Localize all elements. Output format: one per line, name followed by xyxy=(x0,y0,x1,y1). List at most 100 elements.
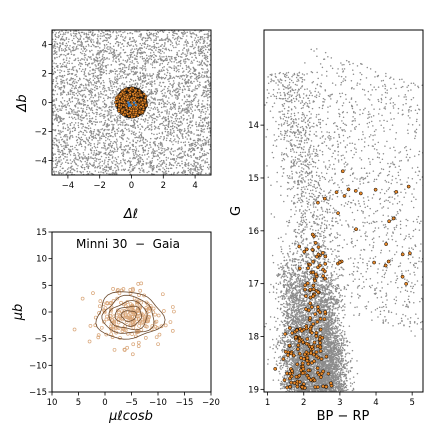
field-star xyxy=(89,148,92,150)
field-star xyxy=(208,113,211,115)
field-star xyxy=(190,145,193,147)
field-star xyxy=(130,119,133,121)
field-star xyxy=(185,159,188,161)
field-star xyxy=(83,168,86,171)
field-star xyxy=(204,162,206,164)
field-star xyxy=(117,55,120,57)
field-star xyxy=(91,157,94,159)
field-star xyxy=(149,141,151,144)
field-star xyxy=(107,48,109,51)
field-star xyxy=(60,53,63,56)
x-tick-label: 0 xyxy=(102,398,107,408)
field-star xyxy=(195,40,198,43)
field-star xyxy=(124,168,126,171)
field-star xyxy=(74,122,77,124)
field-star xyxy=(172,143,174,146)
field-star xyxy=(174,90,176,92)
field-star xyxy=(88,83,90,86)
field-star xyxy=(85,78,87,81)
field-star xyxy=(102,133,104,136)
field-star xyxy=(162,139,165,141)
field-star xyxy=(198,31,201,33)
field-star xyxy=(86,99,89,102)
field-star xyxy=(86,118,88,120)
field-star xyxy=(133,50,135,53)
field-star xyxy=(181,99,184,101)
field-star xyxy=(204,63,207,65)
field-star xyxy=(165,95,167,97)
field-star xyxy=(189,81,192,83)
field-star xyxy=(85,45,87,48)
field-star xyxy=(73,43,76,45)
field-star xyxy=(97,34,99,36)
field-star xyxy=(66,44,69,47)
field-star xyxy=(74,97,76,99)
field-star xyxy=(199,48,202,51)
field-star xyxy=(63,134,66,137)
pm-point xyxy=(156,342,160,347)
field-star xyxy=(84,111,87,113)
y-tick-label: −15 xyxy=(29,388,47,398)
field-star xyxy=(60,105,63,107)
field-star xyxy=(188,96,191,98)
field-star xyxy=(87,164,89,166)
field-star xyxy=(149,104,151,106)
field-star xyxy=(87,90,90,92)
field-star xyxy=(72,42,75,44)
field-star xyxy=(167,133,169,135)
field-star xyxy=(125,77,127,79)
field-star xyxy=(98,93,100,96)
field-star xyxy=(62,127,64,130)
field-star xyxy=(204,90,206,92)
pm-point xyxy=(121,310,126,315)
field-star xyxy=(101,55,104,57)
field-star xyxy=(86,138,88,141)
field-star xyxy=(133,124,135,127)
field-star xyxy=(58,48,60,50)
field-star xyxy=(114,42,117,45)
field-star xyxy=(204,48,207,51)
field-star xyxy=(126,54,128,57)
field-star xyxy=(132,120,135,122)
field-star xyxy=(193,95,195,97)
field-star xyxy=(207,124,210,127)
field-star xyxy=(68,104,71,107)
field-star xyxy=(86,131,88,133)
field-star xyxy=(171,77,173,79)
field-star xyxy=(75,111,77,114)
field-star xyxy=(184,41,186,43)
field-star xyxy=(169,133,171,136)
field-star xyxy=(138,136,140,139)
pm-contour xyxy=(114,305,142,327)
field-star xyxy=(69,30,72,33)
field-star xyxy=(97,129,100,131)
field-star xyxy=(110,64,113,66)
field-star xyxy=(169,43,172,46)
field-star xyxy=(130,40,132,43)
field-star xyxy=(166,113,168,115)
field-star xyxy=(122,132,124,135)
field-star xyxy=(105,33,107,36)
member-star xyxy=(128,93,132,97)
field-star xyxy=(110,101,112,103)
proper-motion-panel: Minni 30 − Gaia 10 5 0 −5 −10 −15 −20 −15−10−5… xyxy=(11,228,220,424)
field-star xyxy=(163,39,165,41)
field-star xyxy=(172,150,174,153)
field-star xyxy=(114,141,117,143)
pm-point xyxy=(170,305,175,309)
field-star xyxy=(158,76,161,79)
field-star xyxy=(202,100,204,102)
field-star xyxy=(123,149,126,151)
field-star xyxy=(69,145,72,148)
field-star xyxy=(115,41,118,43)
field-star xyxy=(135,132,137,135)
field-star xyxy=(74,78,76,81)
field-star xyxy=(184,171,186,173)
field-star xyxy=(69,159,72,161)
field-star xyxy=(96,60,98,62)
field-star xyxy=(117,124,120,126)
field-star xyxy=(126,59,129,61)
field-star xyxy=(132,166,134,168)
field-star xyxy=(119,63,122,65)
field-star xyxy=(132,45,135,47)
